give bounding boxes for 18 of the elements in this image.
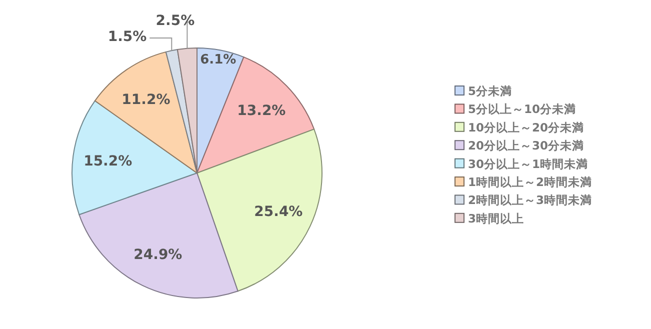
- data-label: 13.2%: [237, 103, 286, 120]
- legend-label: 5分未満: [468, 84, 512, 98]
- legend-label: 1時間以上～2時間未満: [468, 175, 592, 190]
- legend-label: 3時間以上: [468, 211, 524, 226]
- data-label: 2.5%: [156, 12, 195, 29]
- legend-label: 10分以上～20分未満: [468, 120, 584, 134]
- pie-slice: [196, 128, 322, 292]
- legend-label: 30分以上～1時間未満: [468, 156, 588, 171]
- legend-label: 20分以上～30分未満: [468, 138, 584, 153]
- data-label: 11.2%: [122, 92, 170, 108]
- data-label: 6.1%: [200, 52, 236, 68]
- data-label: 1.5%: [108, 28, 147, 45]
- data-label: 24.9%: [134, 246, 182, 263]
- pie-slice: [78, 172, 238, 298]
- data-label: 25.4%: [254, 204, 303, 220]
- legend-label: 2時間以上～3時間未満: [468, 193, 592, 208]
- legend-label: 5分以上～10分未満: [468, 102, 576, 116]
- data-label: 15.2%: [84, 154, 132, 170]
